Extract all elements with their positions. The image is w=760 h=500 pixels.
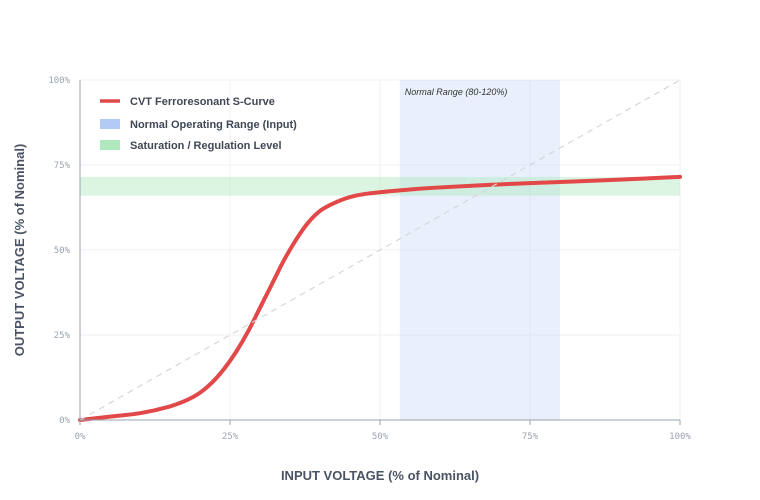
x-tick-label: 0% <box>75 432 86 442</box>
y-tick-label: 25% <box>54 331 71 341</box>
y-tick-label: 100% <box>48 76 70 86</box>
x-tick-label: 75% <box>522 432 539 442</box>
legend-swatch-saturation <box>100 140 120 150</box>
y-tick-label: 50% <box>54 246 71 256</box>
legend-label-saturation: Saturation / Regulation Level <box>130 140 282 152</box>
axes <box>79 80 681 425</box>
legend-label-normal-range: Normal Operating Range (Input) <box>130 119 297 131</box>
reference-line-dashed <box>79 79 681 421</box>
legend-swatch-normal-range <box>100 119 120 129</box>
y-tick-label: 0% <box>59 416 70 426</box>
annotations: Normal Range (80-120%) <box>405 87 508 97</box>
x-tick-label: 100% <box>669 432 691 442</box>
x-axis-title: INPUT VOLTAGE (% of Nominal) <box>281 468 479 483</box>
band-normal-operating-range <box>399 80 560 420</box>
legend-label-s-curve: CVT Ferroresonant S-Curve <box>130 96 275 108</box>
series-lines <box>78 79 682 422</box>
y-tick-label: 75% <box>54 161 71 171</box>
x-tick-label: 50% <box>372 432 389 442</box>
legend: CVT Ferroresonant S-Curve Normal Operatin… <box>100 96 297 152</box>
tick-labels: 0% 25% 50% 75% 100% 0% 25% 50% 75% 100% <box>48 76 691 442</box>
y-axis-title: OUTPUT VOLTAGE (% of Nominal) <box>12 144 27 357</box>
x-tick-label: 25% <box>222 432 239 442</box>
series-line-s-curve <box>78 174 682 422</box>
band-annotation: Normal Range (80-120%) <box>405 87 508 97</box>
